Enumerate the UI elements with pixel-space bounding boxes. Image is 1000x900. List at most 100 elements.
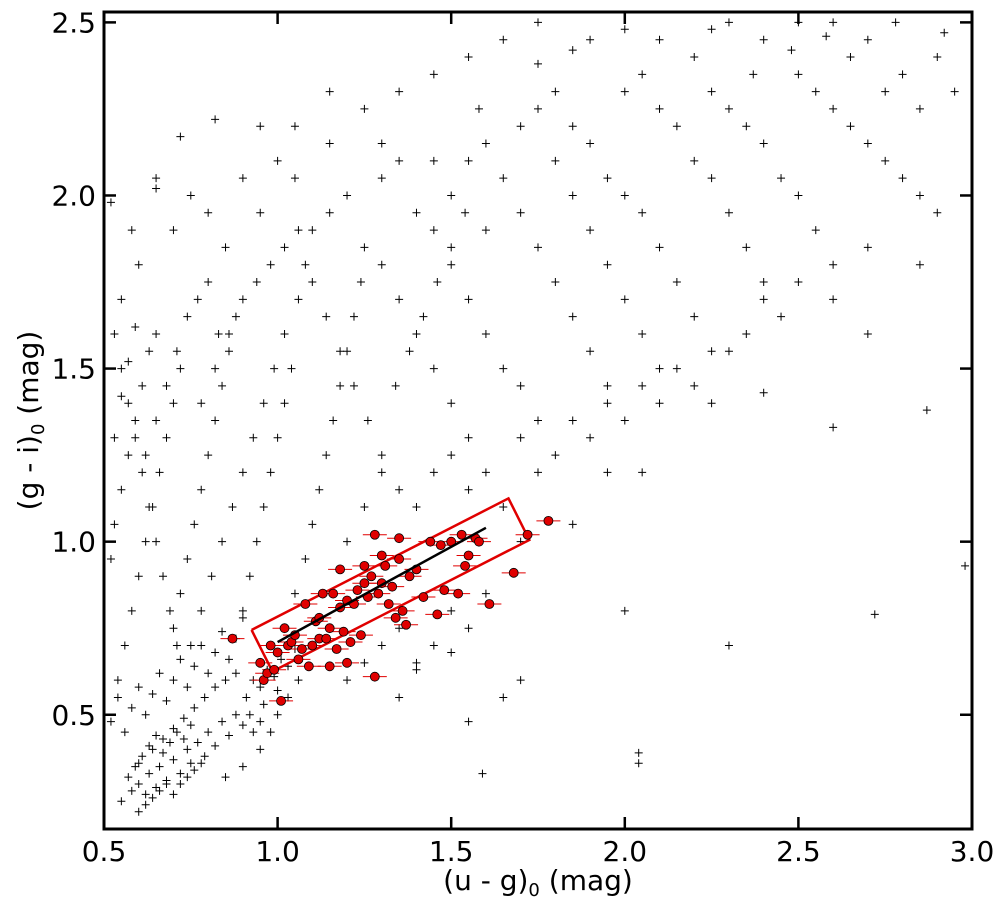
field-point xyxy=(249,433,258,442)
field-point xyxy=(308,520,317,529)
selected-point xyxy=(359,578,370,589)
field-point xyxy=(270,364,279,373)
field-point xyxy=(794,278,803,287)
field-point xyxy=(148,689,157,698)
field-point xyxy=(551,87,560,96)
field-point xyxy=(117,485,126,494)
field-point xyxy=(176,769,185,778)
field-point xyxy=(343,191,352,200)
field-point xyxy=(218,381,227,390)
field-point xyxy=(138,468,147,477)
field-point xyxy=(447,399,456,408)
field-point xyxy=(152,184,161,193)
field-point xyxy=(127,786,136,795)
field-point xyxy=(638,329,647,338)
field-point xyxy=(638,208,647,217)
field-point xyxy=(481,468,490,477)
field-point xyxy=(245,710,254,719)
field-point xyxy=(245,572,254,581)
field-point xyxy=(106,554,115,563)
field-point xyxy=(308,278,317,287)
field-point xyxy=(620,606,629,615)
field-point xyxy=(176,132,185,141)
field-point xyxy=(207,572,216,581)
field-point xyxy=(159,748,168,757)
field-point xyxy=(211,364,220,373)
field-point xyxy=(152,783,161,792)
field-point xyxy=(224,347,233,356)
field-point xyxy=(349,312,358,321)
field-point xyxy=(620,25,629,34)
field-point xyxy=(190,703,199,712)
y-tick-label: 2.5 xyxy=(51,6,96,39)
field-point xyxy=(120,641,129,650)
field-point xyxy=(672,364,681,373)
selected-point xyxy=(269,664,280,675)
field-point xyxy=(183,773,192,782)
field-point xyxy=(638,381,647,390)
field-point xyxy=(148,745,157,754)
field-point xyxy=(322,451,331,460)
field-point xyxy=(690,381,699,390)
field-point xyxy=(131,433,140,442)
field-point xyxy=(360,658,369,667)
selected-point xyxy=(401,619,411,630)
field-point xyxy=(152,416,161,425)
field-point xyxy=(464,717,473,726)
field-point xyxy=(863,35,872,44)
field-point xyxy=(131,323,140,332)
selected-point xyxy=(328,588,339,599)
field-point xyxy=(447,260,456,269)
y-tick-label: 1.5 xyxy=(51,353,96,386)
field-point xyxy=(377,139,386,148)
field-point xyxy=(231,669,240,678)
field-point xyxy=(134,807,143,816)
field-point xyxy=(190,520,199,529)
field-point xyxy=(152,731,161,740)
field-point xyxy=(273,710,282,719)
field-point xyxy=(211,741,220,750)
field-point xyxy=(169,226,178,235)
field-point xyxy=(481,589,490,598)
field-point xyxy=(474,104,483,113)
field-point xyxy=(707,25,716,34)
field-point xyxy=(759,35,768,44)
selected-point xyxy=(227,633,238,644)
points-layer xyxy=(106,18,970,816)
field-point xyxy=(148,793,157,802)
field-point xyxy=(200,693,209,702)
field-point xyxy=(238,762,247,771)
field-point xyxy=(534,18,542,27)
field-point xyxy=(811,226,820,235)
field-point xyxy=(759,295,768,304)
field-point xyxy=(898,70,907,79)
field-point xyxy=(134,572,143,581)
field-point xyxy=(915,191,924,200)
selected-point xyxy=(418,592,429,602)
field-point xyxy=(655,399,664,408)
field-point xyxy=(273,686,282,695)
selected-point xyxy=(404,571,415,582)
field-point xyxy=(794,191,803,200)
field-point xyxy=(464,433,473,442)
field-point xyxy=(405,347,414,356)
field-point xyxy=(391,381,400,390)
field-point xyxy=(478,769,487,778)
x-tick-label: 2.5 xyxy=(776,835,821,868)
field-point xyxy=(412,665,421,674)
field-point xyxy=(141,537,150,546)
field-point xyxy=(870,610,879,619)
field-point xyxy=(221,676,230,685)
selected-point xyxy=(303,661,314,672)
field-point xyxy=(429,70,438,79)
field-point xyxy=(603,399,612,408)
field-point xyxy=(159,572,168,581)
field-point xyxy=(349,381,358,390)
field-point xyxy=(586,347,595,356)
field-point xyxy=(794,70,803,79)
field-point xyxy=(224,329,233,338)
field-point xyxy=(186,759,195,768)
field-point xyxy=(655,35,664,44)
field-point xyxy=(110,520,119,529)
selected-point xyxy=(342,657,352,668)
